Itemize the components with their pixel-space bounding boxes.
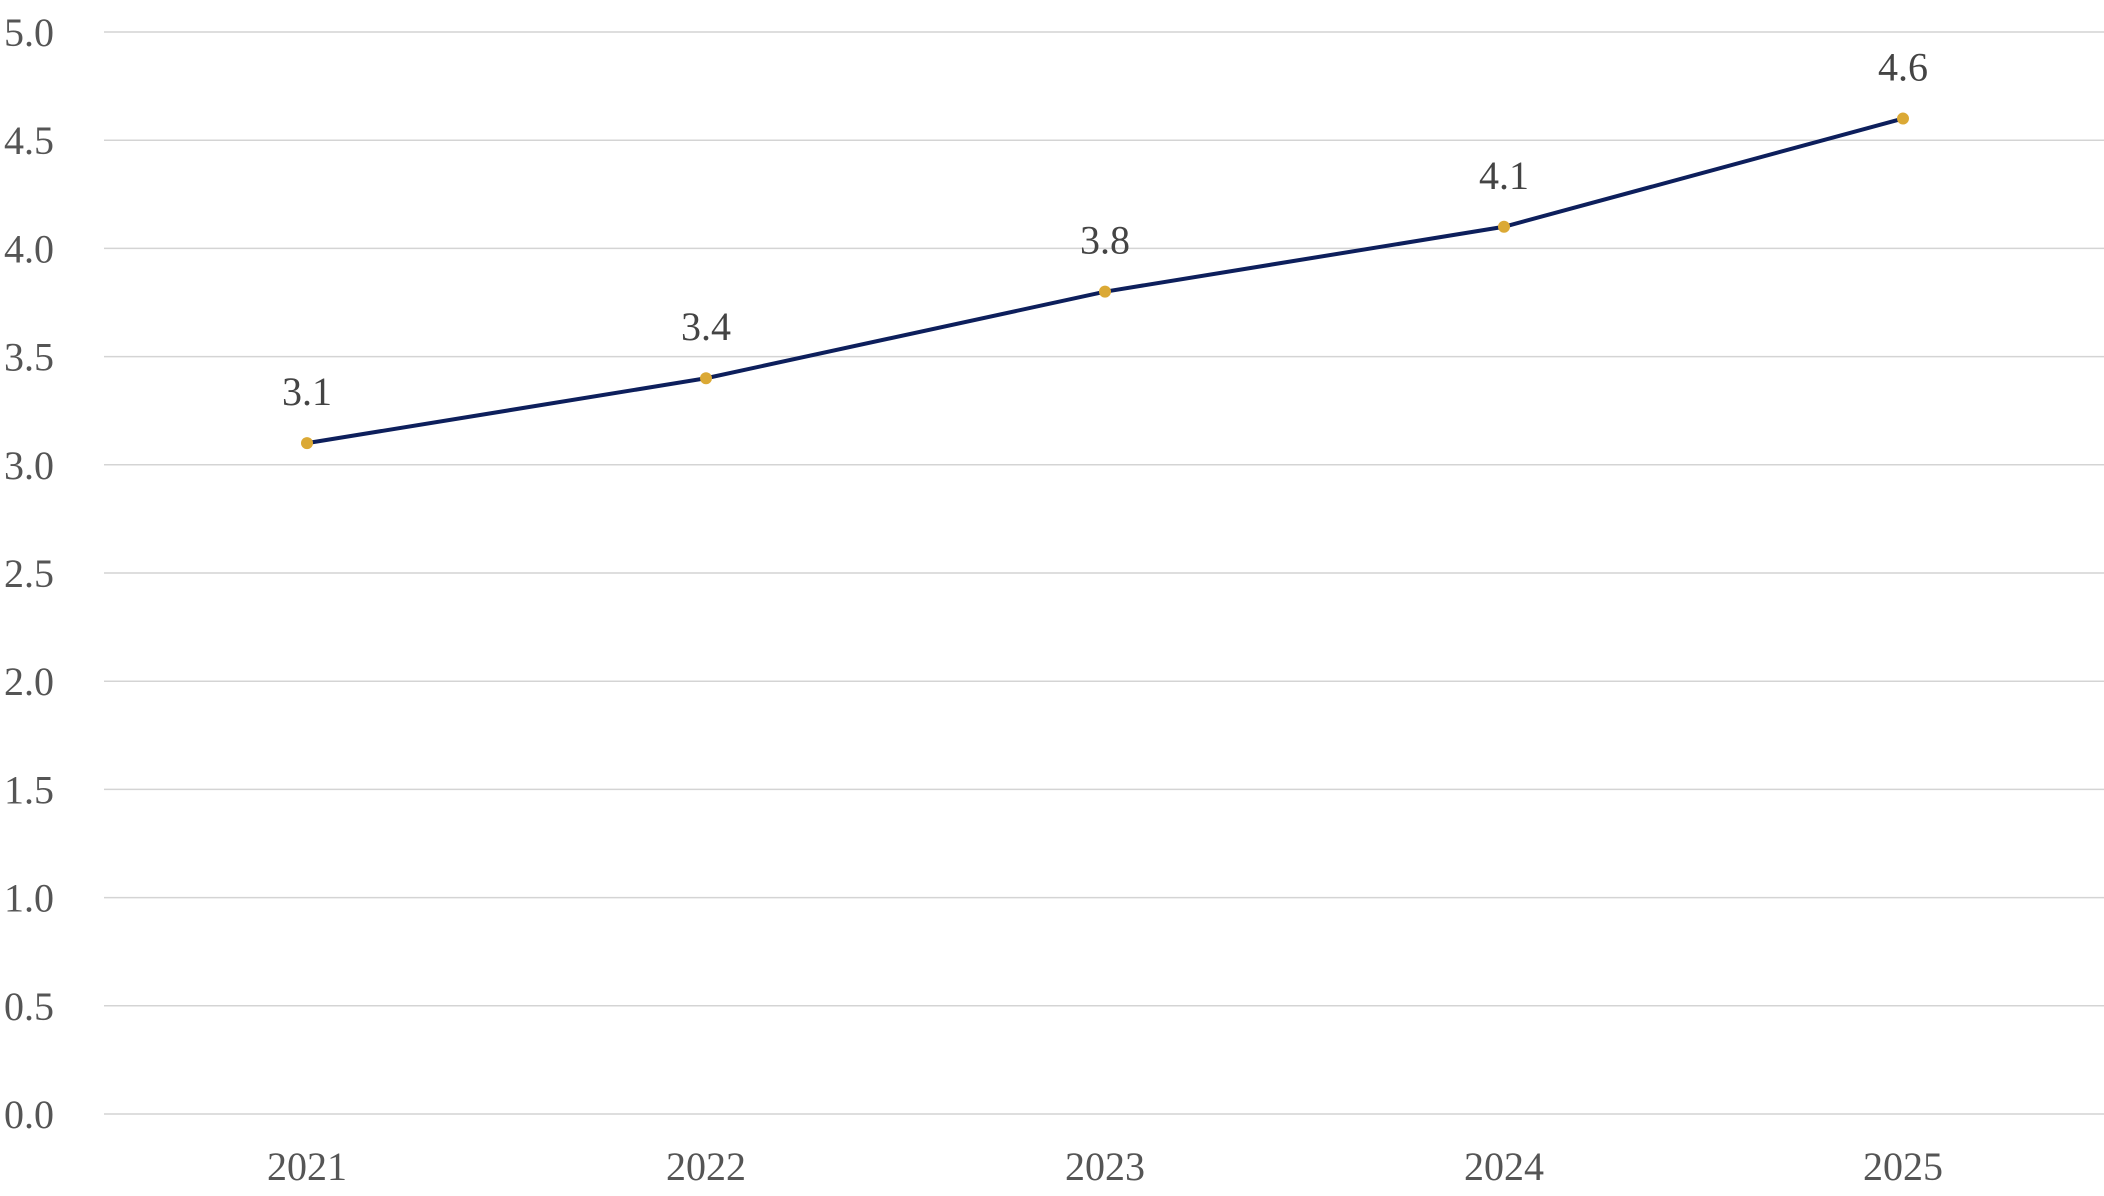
y-tick-label: 2.5	[4, 551, 54, 596]
data-label: 3.1	[282, 369, 332, 414]
y-tick-label: 1.5	[4, 767, 54, 812]
series-line	[305, 116, 1905, 446]
y-tick-label: 1.0	[4, 876, 54, 921]
data-point	[700, 372, 712, 385]
y-tick-label: 0.5	[4, 984, 54, 1029]
y-tick-label: 5.0	[4, 10, 54, 55]
y-tick-label: 3.0	[4, 443, 54, 488]
x-tick-label: 2022	[666, 1144, 746, 1189]
series-group	[301, 112, 1909, 450]
y-tick-label: 2.0	[4, 659, 54, 704]
gridlines	[104, 31, 2104, 1115]
data-label: 3.8	[1080, 218, 1130, 263]
data-point	[301, 437, 313, 450]
x-axis-ticks: 2021 2022 2023 2024 2025	[267, 1144, 1943, 1189]
y-axis-ticks: 0.0 0.5 1.0 1.5 2.0 2.5 3.0 3.5 4.0 4.5 5.0	[4, 10, 54, 1137]
data-point	[1498, 220, 1510, 233]
x-tick-label: 2023	[1065, 1144, 1145, 1189]
y-tick-label: 4.5	[4, 118, 54, 163]
x-tick-label: 2021	[267, 1144, 347, 1189]
data-label: 4.6	[1878, 45, 1928, 90]
x-tick-label: 2024	[1464, 1144, 1544, 1189]
y-tick-label: 3.5	[4, 335, 54, 380]
x-tick-label: 2025	[1863, 1144, 1943, 1189]
data-point	[1099, 285, 1111, 298]
data-label: 4.1	[1479, 153, 1529, 198]
data-label: 3.4	[681, 304, 731, 349]
y-tick-label: 0.0	[4, 1092, 54, 1137]
data-point	[1897, 112, 1909, 125]
data-labels: 3.1 3.4 3.8 4.1 4.6	[282, 45, 1928, 415]
y-tick-label: 4.0	[4, 226, 54, 271]
